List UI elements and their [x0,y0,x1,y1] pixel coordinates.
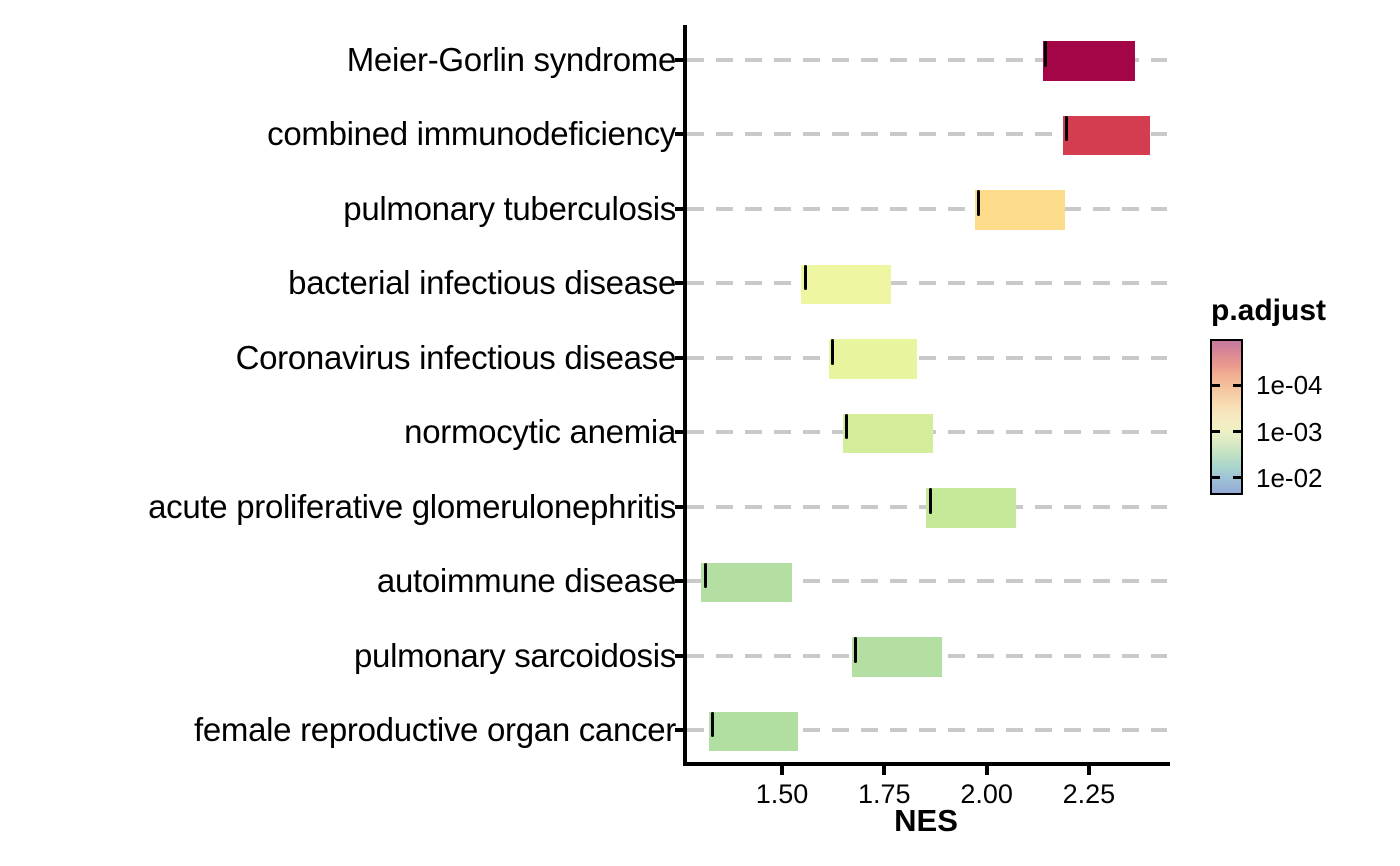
category-label: female reproductive organ cancer [193,711,676,748]
row-gridline [687,206,1167,211]
enrichment-bar [842,413,933,453]
y-axis-tick [675,57,683,62]
enrichment-bar [1062,115,1150,155]
data-point-tick [976,190,980,216]
x-tick-label: 1.50 [755,779,809,809]
y-axis-tick [675,728,683,732]
y-axis-tick [675,206,683,211]
x-tick-label: 2.25 [1062,779,1116,809]
x-tick-label: 1.75 [858,779,911,809]
data-point-tick [711,711,715,737]
y-axis-tick [675,504,683,509]
category-label: pulmonary sarcoidosis [353,636,676,674]
y-axis-tick [675,132,683,136]
category-label: autoimmune disease [376,562,676,599]
legend-tick-mark [1233,383,1241,387]
legend-tick-mark [1212,476,1220,480]
y-axis-tick [675,653,683,658]
y-axis-line [683,25,687,766]
enrichment-bar [708,711,799,751]
row-gridline [687,132,1167,136]
category-label: Meier-Gorlin syndrome [346,40,677,78]
enrichment-bar [974,190,1065,230]
category-label: acute proliferative glomerulonephritis [148,487,676,525]
category-label: pulmonary tuberculosis [343,189,676,227]
legend-tick-mark [1233,430,1241,434]
y-axis-tick [675,281,683,285]
data-point-tick [928,488,932,514]
legend-tick-label: 1e-02 [1256,462,1323,493]
category-label: combined immunodeficiency [267,115,676,152]
legend-tick-mark [1212,430,1220,434]
row-gridline [687,728,1167,732]
legend-tick-mark [1212,383,1220,387]
legend-title: p.adjust [1211,294,1327,327]
enrichment-bar [829,339,918,379]
enrichment-bar [851,637,942,677]
x-axis-tick [984,766,989,775]
legend-tick-label: 1e-03 [1256,416,1323,447]
x-axis-title: NES [894,803,958,838]
enrichment-bar [701,562,792,602]
y-axis-tick [675,430,683,434]
legend-tick-mark [1233,476,1241,480]
legend-colorbar [1210,339,1243,495]
legend-tick-label: 1e-04 [1256,370,1323,401]
data-point-tick [845,413,849,439]
data-point-tick [854,637,858,663]
x-axis-tick [780,766,784,775]
y-axis-tick [675,579,683,583]
category-label: bacterial infectious disease [288,264,676,301]
enrichment-bar [926,488,1016,528]
data-point-tick [1044,41,1048,67]
x-axis-tick [882,766,887,775]
row-gridline [687,355,1167,360]
enrichment-bar [1043,41,1135,81]
row-gridline [687,57,1167,62]
x-axis-line [683,762,1170,766]
row-gridline [687,281,1167,285]
data-point-tick [1065,115,1069,141]
y-axis-tick [675,355,683,360]
x-axis-tick [1086,766,1091,775]
data-point-tick [803,264,807,290]
row-gridline [687,579,1167,583]
x-tick-label: 2.00 [960,779,1013,809]
data-point-tick [703,562,707,588]
enrichment-bar [801,264,891,304]
data-point-tick [831,339,835,365]
category-label: Coronavirus infectious disease [235,338,677,376]
category-label: normocytic anemia [404,413,676,450]
